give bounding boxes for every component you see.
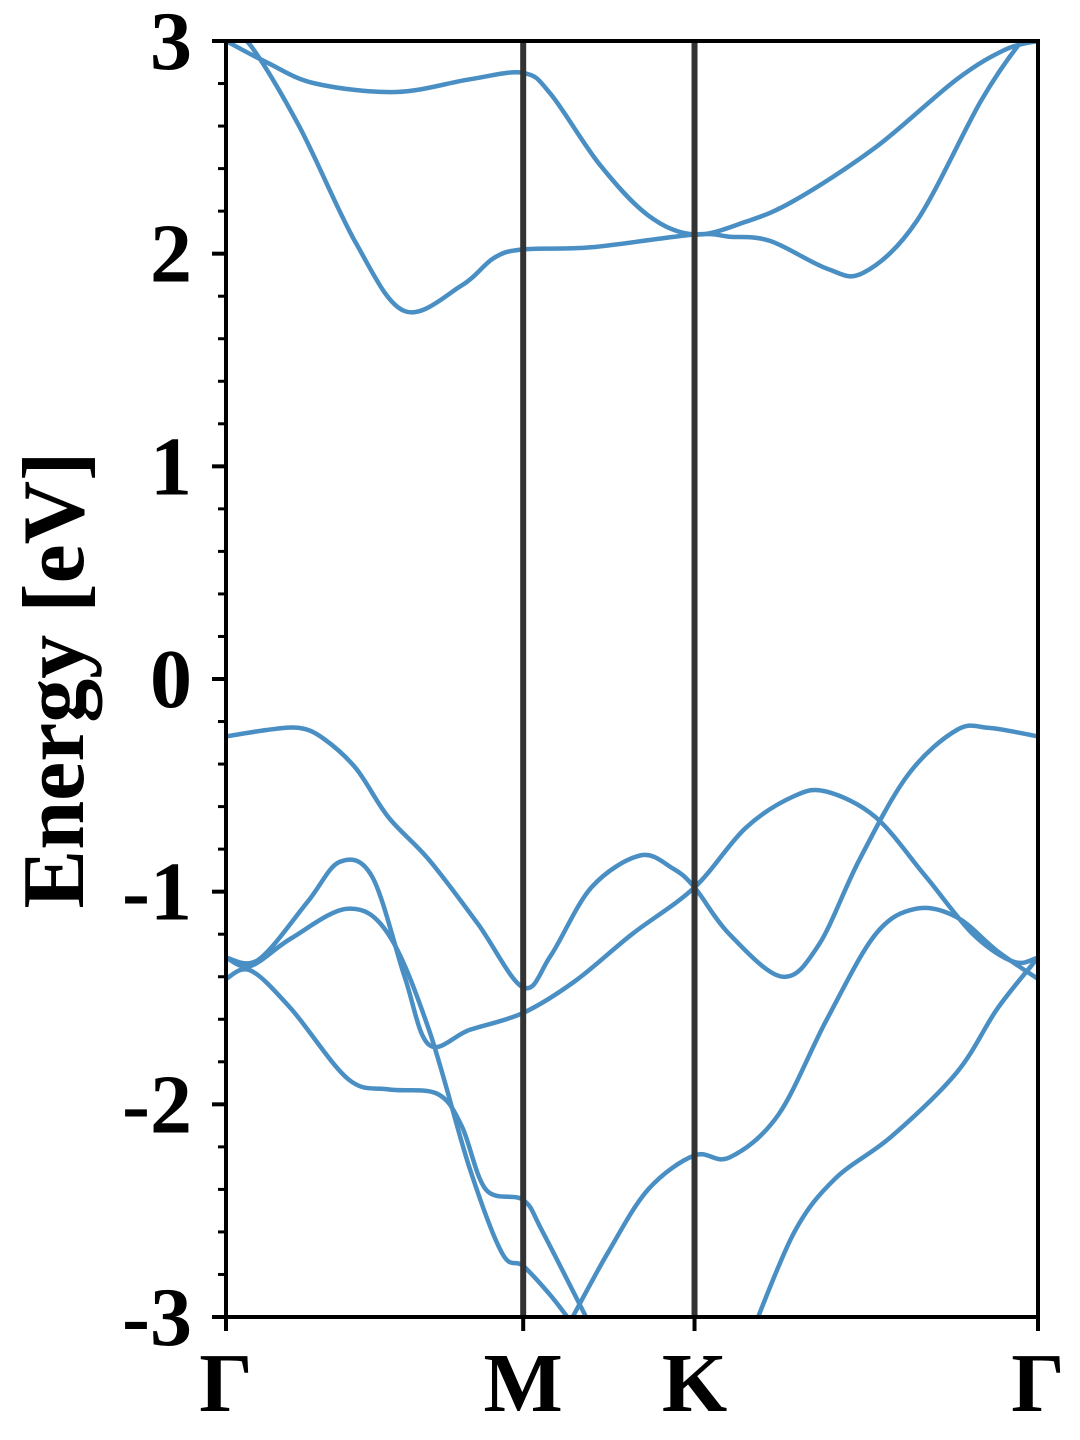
plot-frame — [224, 39, 1040, 1319]
y-tick-label: 0 — [150, 633, 192, 726]
band-line-7 — [570, 905, 1038, 1317]
band-line-8 — [755, 955, 1038, 1317]
band-line-6 — [226, 967, 589, 1317]
band-line-2 — [243, 41, 1025, 315]
y-tick-label: -3 — [122, 1271, 192, 1364]
x-tick-label: K — [662, 1337, 727, 1430]
band-line-3 — [226, 723, 1038, 991]
y-tick-label: 3 — [150, 0, 192, 88]
y-tick-label: 2 — [150, 208, 192, 301]
y-ticks: 3 2 1 0 -1 -2 -3 — [122, 0, 226, 1364]
high-symmetry-lines — [520, 41, 698, 1317]
band-line-1 — [226, 41, 1038, 237]
y-tick-label: 1 — [150, 420, 192, 513]
y-tick-label: -1 — [122, 846, 192, 939]
bands-group — [226, 41, 1038, 1317]
x-tick-label: Γ — [1011, 1337, 1064, 1430]
y-axis-label: Energy [eV] — [6, 452, 103, 909]
band-line-4 — [226, 787, 1038, 1050]
x-tick-label: Γ — [199, 1337, 252, 1430]
x-tick-label: M — [484, 1337, 563, 1430]
y-tick-label: -2 — [122, 1058, 192, 1151]
